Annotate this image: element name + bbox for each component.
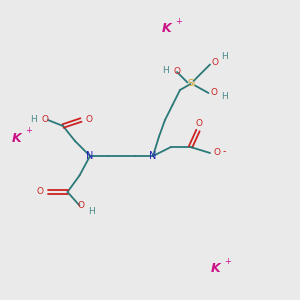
Text: O: O bbox=[213, 148, 220, 157]
Text: -: - bbox=[223, 146, 226, 156]
Text: N: N bbox=[149, 151, 157, 161]
Text: H: H bbox=[30, 115, 37, 124]
Text: O: O bbox=[86, 115, 93, 124]
Text: H: H bbox=[162, 66, 169, 75]
Text: O: O bbox=[77, 201, 85, 210]
Text: O: O bbox=[196, 119, 203, 128]
Text: O: O bbox=[41, 115, 49, 124]
Text: H: H bbox=[221, 52, 228, 62]
Text: Si: Si bbox=[187, 80, 195, 88]
Text: H: H bbox=[88, 207, 95, 216]
Text: K: K bbox=[12, 131, 21, 145]
Text: N: N bbox=[86, 151, 94, 161]
Text: H: H bbox=[221, 92, 227, 101]
Text: O: O bbox=[173, 68, 181, 76]
Text: K: K bbox=[162, 22, 171, 35]
Text: K: K bbox=[211, 262, 221, 275]
Text: O: O bbox=[211, 58, 218, 67]
Text: +: + bbox=[225, 256, 231, 266]
Text: +: + bbox=[175, 16, 182, 26]
Text: +: + bbox=[25, 126, 32, 135]
Text: O: O bbox=[36, 187, 43, 196]
Text: O: O bbox=[210, 88, 218, 97]
